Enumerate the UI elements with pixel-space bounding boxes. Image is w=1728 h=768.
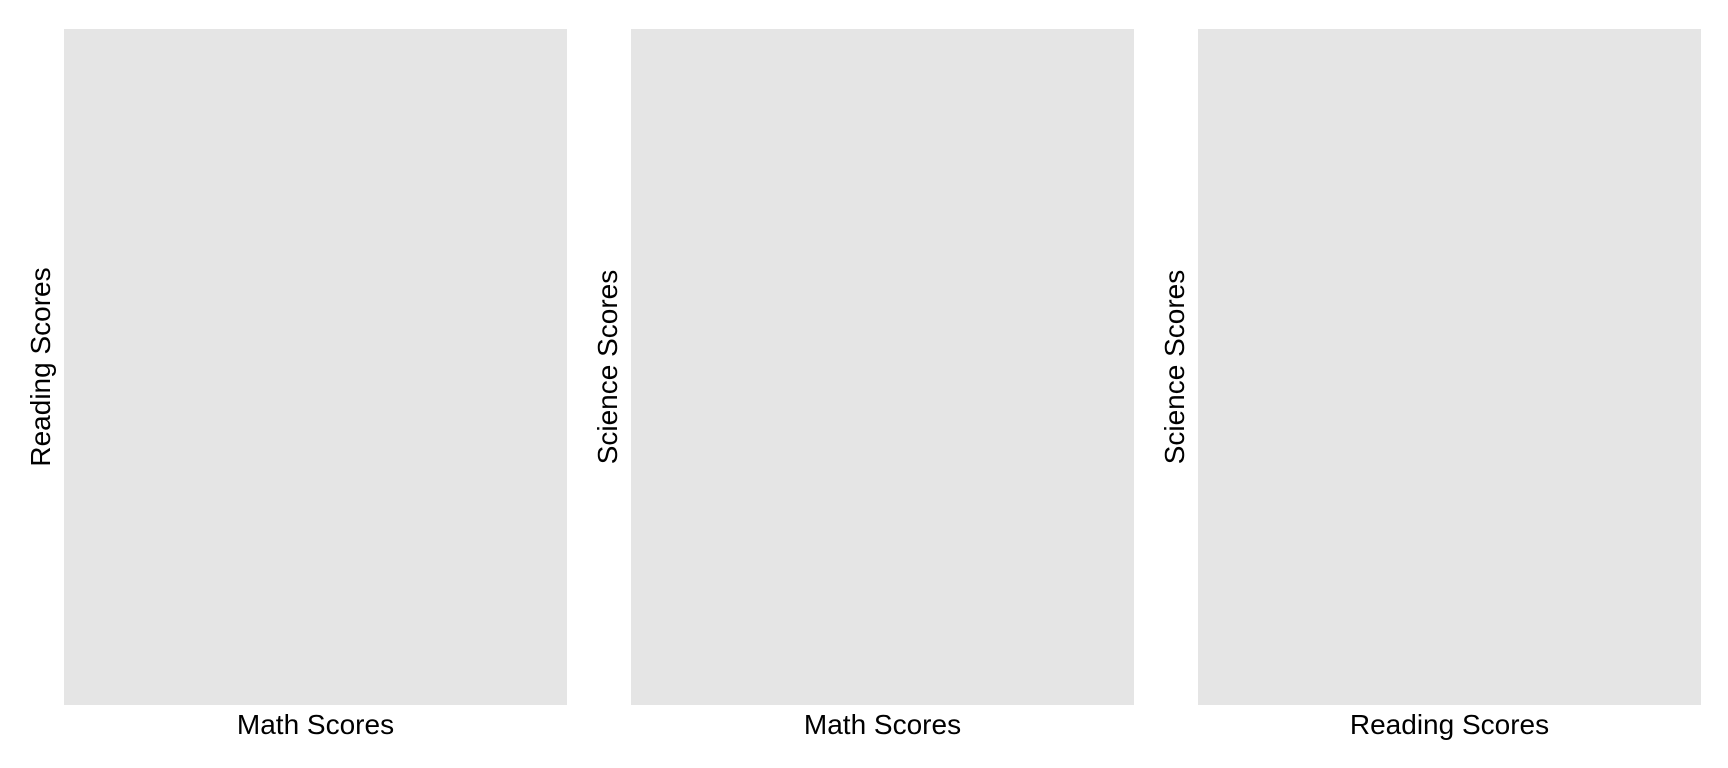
plot-area-2 (631, 29, 1134, 705)
plot-area-3 (1198, 29, 1701, 705)
x-axis-title-2: Math Scores (804, 709, 961, 740)
plot-area-1 (64, 29, 567, 705)
chart-panel-math-vs-reading: Math Scores Reading Scores (25, 29, 567, 740)
x-axis-title-1: Math Scores (237, 709, 394, 740)
chart-panel-math-vs-science: Math Scores Science Scores (592, 29, 1134, 740)
y-axis-title-1: Reading Scores (25, 267, 56, 466)
chart-panel-reading-vs-science: Reading Scores Science Scores (1159, 29, 1701, 740)
y-axis-title-2: Science Scores (592, 270, 623, 465)
x-axis-title-3: Reading Scores (1350, 709, 1549, 740)
y-axis-title-3: Science Scores (1159, 270, 1190, 465)
